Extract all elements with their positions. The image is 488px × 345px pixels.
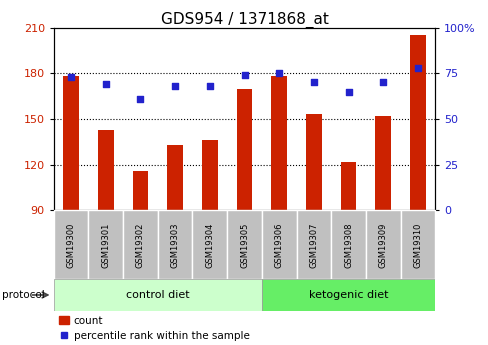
Text: GSM19309: GSM19309 — [378, 222, 387, 268]
Bar — [192, 210, 227, 279]
Bar — [305, 115, 321, 210]
Point — [171, 83, 179, 89]
Point — [413, 65, 421, 71]
Bar — [132, 171, 148, 210]
Bar — [123, 210, 158, 279]
Text: GSM19308: GSM19308 — [344, 222, 352, 268]
Point — [379, 80, 386, 85]
Text: GSM19301: GSM19301 — [101, 222, 110, 268]
Bar — [236, 89, 252, 210]
Text: control diet: control diet — [126, 290, 189, 300]
Text: GDS954 / 1371868_at: GDS954 / 1371868_at — [160, 12, 328, 28]
Text: GSM19303: GSM19303 — [170, 222, 179, 268]
Text: GSM19302: GSM19302 — [136, 222, 144, 268]
Text: GSM19304: GSM19304 — [205, 222, 214, 268]
Bar — [98, 130, 113, 210]
Legend: count, percentile rank within the sample: count, percentile rank within the sample — [59, 316, 249, 341]
Bar — [365, 210, 400, 279]
Text: GSM19310: GSM19310 — [412, 222, 422, 268]
Text: ketogenic diet: ketogenic diet — [308, 290, 387, 300]
Bar — [227, 210, 261, 279]
Point — [344, 89, 352, 94]
Point — [136, 96, 144, 102]
Point — [275, 71, 283, 76]
Bar — [261, 279, 434, 311]
Bar — [158, 210, 192, 279]
Bar — [54, 279, 261, 311]
Point — [102, 81, 109, 87]
Bar — [340, 162, 356, 210]
Point — [205, 83, 213, 89]
Text: GSM19305: GSM19305 — [240, 222, 248, 268]
Text: protocol: protocol — [2, 290, 45, 300]
Point — [240, 72, 248, 78]
Bar — [261, 210, 296, 279]
Text: GSM19306: GSM19306 — [274, 222, 283, 268]
Point — [67, 74, 75, 80]
Point — [309, 80, 317, 85]
Bar — [375, 116, 390, 210]
Bar — [167, 145, 183, 210]
Bar — [296, 210, 330, 279]
Text: GSM19300: GSM19300 — [66, 222, 76, 268]
Text: GSM19307: GSM19307 — [309, 222, 318, 268]
Bar — [202, 140, 217, 210]
Bar — [63, 76, 79, 210]
Bar — [54, 210, 88, 279]
Bar — [409, 35, 425, 210]
Bar — [400, 210, 434, 279]
Bar — [330, 210, 365, 279]
Bar — [271, 76, 286, 210]
Bar — [88, 210, 123, 279]
